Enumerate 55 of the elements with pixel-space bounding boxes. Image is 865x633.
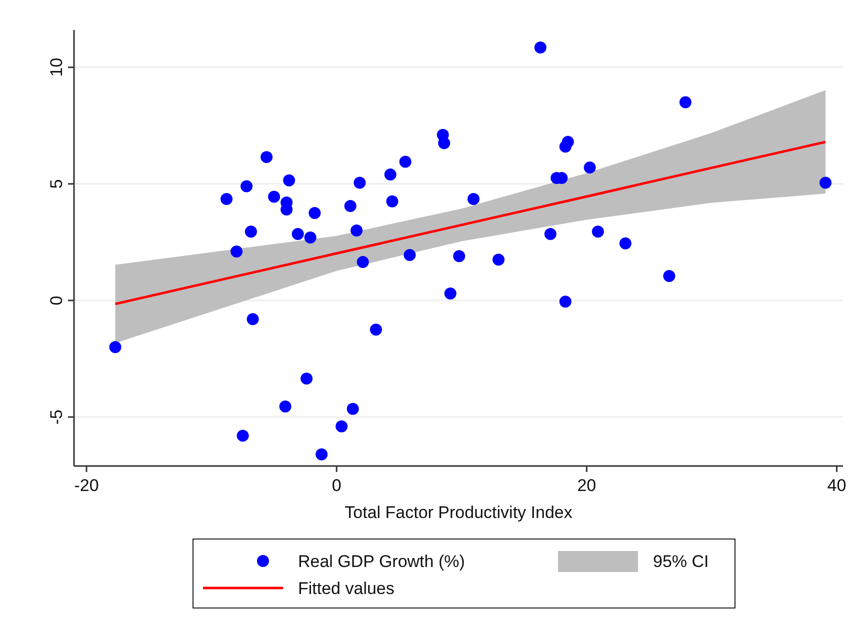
- point: [109, 341, 122, 354]
- y-tick-label: 10: [47, 58, 66, 77]
- point: [260, 151, 273, 164]
- x-tick-label: 40: [827, 476, 846, 495]
- point: [316, 448, 328, 460]
- point: [559, 296, 572, 308]
- line-series: [114, 140, 827, 306]
- y-tick-label: -5: [47, 409, 66, 425]
- x-tick-label: 0: [332, 476, 342, 495]
- point: [268, 190, 280, 203]
- point: [399, 156, 412, 168]
- point: [544, 228, 556, 240]
- point: [346, 402, 359, 415]
- point: [619, 237, 632, 250]
- point: [304, 232, 316, 244]
- legend-label: Real GDP Growth (%): [298, 552, 465, 571]
- point: [356, 256, 369, 268]
- point: [370, 324, 382, 336]
- text: 95% CI: [653, 552, 709, 571]
- point: [244, 226, 257, 238]
- point: [230, 245, 243, 258]
- point: [350, 224, 363, 237]
- point: [562, 136, 574, 148]
- point: [384, 168, 396, 181]
- point: [246, 313, 259, 326]
- point: [819, 176, 832, 189]
- legend-label: Fitted values: [298, 579, 394, 598]
- point: [279, 400, 292, 413]
- point: [468, 193, 480, 206]
- point: [679, 96, 692, 108]
- point: [220, 193, 233, 206]
- y-tick-label: 5: [47, 179, 66, 189]
- point: [453, 250, 466, 262]
- point: [444, 287, 456, 300]
- point: [534, 41, 546, 54]
- y-tick-label: 0: [47, 296, 66, 306]
- point: [438, 137, 450, 150]
- point: [592, 226, 604, 238]
- point: [236, 430, 249, 442]
- point: [300, 372, 313, 385]
- point: [354, 176, 366, 189]
- x-tick-label: -20: [74, 476, 99, 495]
- point: [308, 207, 321, 220]
- point: [404, 248, 416, 261]
- point: [240, 180, 253, 192]
- x-axis-title: Total Factor Productivity Index: [344, 503, 573, 522]
- point: [336, 420, 348, 432]
- point: [344, 200, 356, 212]
- point: [386, 195, 398, 208]
- x-tick-label: 20: [577, 476, 596, 495]
- point: [283, 174, 296, 186]
- point: [492, 254, 505, 266]
- point: [292, 228, 304, 240]
- point: [663, 270, 676, 282]
- point: [584, 162, 596, 174]
